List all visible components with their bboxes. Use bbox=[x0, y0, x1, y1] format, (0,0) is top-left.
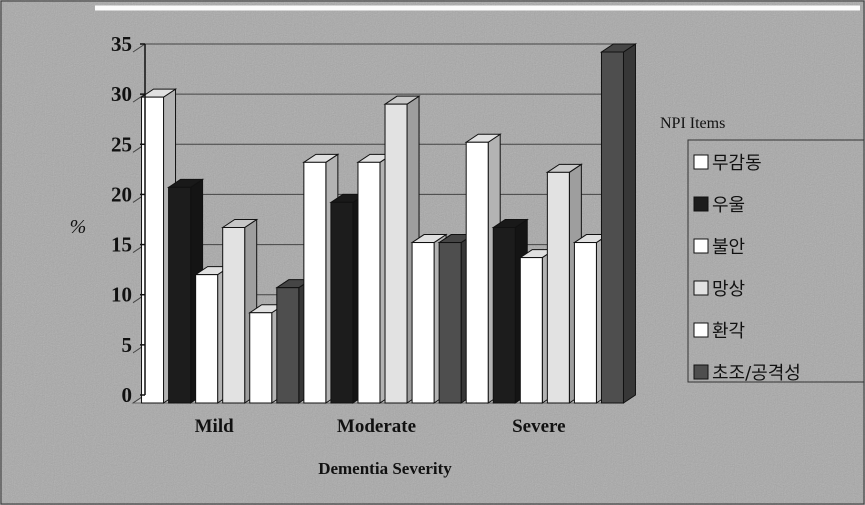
y-axis-label: % bbox=[70, 216, 87, 238]
bar-front bbox=[276, 287, 300, 404]
bar-side bbox=[622, 43, 636, 404]
axes: 0 5 10 15 20 25 30 35 Mild Moderate Severe Dementia… bbox=[70, 32, 566, 478]
bar-front bbox=[546, 171, 570, 404]
bar-front bbox=[249, 312, 273, 404]
legend-label: 불안 bbox=[712, 237, 745, 258]
gridline-side bbox=[132, 43, 146, 53]
bar-front bbox=[519, 257, 543, 404]
legend-label: 초조/공격성 bbox=[712, 363, 801, 384]
y-tick-label: 15 bbox=[111, 233, 132, 257]
bar-front bbox=[600, 51, 624, 404]
bar-front bbox=[411, 242, 435, 404]
y-tick-label: 35 bbox=[111, 32, 132, 56]
legend-item: 초조/공격성 bbox=[693, 363, 801, 384]
bar-front bbox=[438, 242, 462, 404]
bar-front bbox=[573, 242, 597, 404]
x-category-label: Severe bbox=[512, 416, 565, 437]
legend-item: 우울 bbox=[693, 195, 745, 216]
legend-box bbox=[687, 139, 865, 383]
y-tick-label: 30 bbox=[111, 82, 132, 106]
bar-front bbox=[492, 227, 516, 404]
y-tick-label: 10 bbox=[111, 283, 132, 307]
legend-item: 망상 bbox=[693, 279, 745, 300]
bar-front bbox=[465, 141, 489, 404]
legend-swatch bbox=[693, 322, 709, 338]
bar-front bbox=[195, 274, 219, 404]
bar-front bbox=[330, 201, 354, 404]
legend-label: 무감동 bbox=[712, 153, 762, 174]
y-tick-label: 5 bbox=[122, 333, 133, 357]
legend-label: 망상 bbox=[712, 279, 745, 300]
y-tick-label: 0 bbox=[122, 383, 133, 407]
bar bbox=[221, 218, 259, 404]
bar-front bbox=[303, 161, 327, 404]
bar-front bbox=[384, 103, 408, 404]
legend-swatch bbox=[693, 238, 709, 254]
gridline-side bbox=[132, 93, 146, 103]
legend-item: 불안 bbox=[693, 237, 745, 258]
bar bbox=[599, 43, 638, 404]
legend-swatch bbox=[693, 196, 709, 212]
y-tick-label: 25 bbox=[111, 132, 132, 156]
legend-swatch bbox=[693, 364, 709, 380]
legend-swatch bbox=[693, 280, 709, 296]
legend-swatch bbox=[693, 154, 709, 170]
bars bbox=[139, 43, 638, 404]
legend-label: 우울 bbox=[712, 195, 745, 216]
x-axis-title: Dementia Severity bbox=[318, 459, 452, 478]
legend-item: 무감동 bbox=[693, 153, 762, 174]
legend-title: NPI Items bbox=[660, 115, 725, 132]
bar-front bbox=[222, 227, 246, 404]
x-category-label: Mild bbox=[195, 416, 234, 437]
legend-item: 환각 bbox=[693, 321, 745, 342]
bar-front bbox=[357, 161, 381, 404]
y-tick-label: 20 bbox=[111, 182, 132, 206]
x-category-label: Moderate bbox=[337, 416, 416, 437]
bar-front bbox=[141, 96, 165, 404]
bar-front bbox=[168, 186, 192, 404]
legend-label: 환각 bbox=[712, 321, 745, 342]
